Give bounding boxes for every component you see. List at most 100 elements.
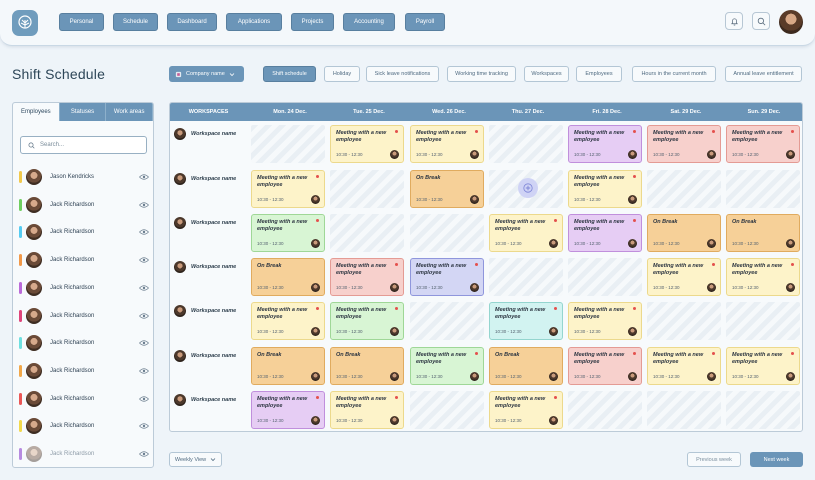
meeting-shift-card[interactable]: Meeting with a new employee 10:30 - 12:30 — [489, 214, 563, 252]
company-dropdown[interactable]: Company name — [169, 66, 244, 82]
eye-icon[interactable] — [139, 174, 149, 180]
nav-dashboard-button[interactable]: Dashboard — [167, 13, 217, 31]
break-shift-card[interactable]: On Break 10:30 - 12:30 — [251, 258, 325, 296]
tab-holiday[interactable]: Holiday — [324, 66, 360, 82]
eye-icon[interactable] — [139, 423, 149, 429]
employee-list-item[interactable]: Jack Richardson — [19, 222, 149, 242]
panel-tab-statuses[interactable]: Statuses — [60, 103, 107, 121]
next-week-button[interactable]: Next week — [750, 452, 803, 467]
meeting-shift-card[interactable]: Meeting with a new employee 10:30 - 12:30 — [251, 302, 325, 340]
meeting-shift-card[interactable]: Meeting with a new employee 10:30 - 12:30 — [726, 258, 800, 296]
meeting-shift-card[interactable]: Meeting with a new employee 10:30 - 12:30 — [251, 391, 325, 429]
break-shift-card[interactable]: On Break 10:30 - 12:30 — [330, 347, 404, 385]
empty-shift-cell[interactable] — [410, 302, 484, 340]
meeting-shift-card[interactable]: Meeting with a new employee 10:30 - 12:30 — [647, 125, 721, 163]
empty-shift-cell[interactable] — [726, 391, 800, 429]
panel-tab-work-areas[interactable]: Work areas — [106, 103, 153, 121]
tab-working-time-tracking[interactable]: Working time tracking — [447, 66, 516, 82]
empty-shift-cell[interactable] — [568, 391, 642, 429]
empty-shift-cell[interactable] — [568, 258, 642, 296]
employee-list-item[interactable]: Jason Kendricks — [19, 167, 149, 187]
empty-shift-cell[interactable] — [330, 170, 404, 208]
empty-shift-cell[interactable] — [647, 170, 721, 208]
nav-payroll-button[interactable]: Payroll — [405, 13, 445, 31]
empty-shift-cell[interactable] — [726, 302, 800, 340]
meeting-shift-card[interactable]: Meeting with a new employee 10:30 - 12:30 — [330, 258, 404, 296]
previous-week-button[interactable]: Previous week — [687, 452, 741, 467]
meeting-shift-card[interactable]: Meeting with a new employee 10:30 - 12:30 — [330, 391, 404, 429]
tab-sick-leave-notifications[interactable]: Sick leave notifications — [366, 66, 439, 82]
meeting-shift-card[interactable]: Meeting with a new employee 10:30 - 12:30 — [251, 214, 325, 252]
tab-annual-leave-entitlement[interactable]: Annual leave entitlement — [725, 66, 802, 82]
empty-shift-cell[interactable] — [647, 391, 721, 429]
search-button[interactable] — [752, 12, 770, 30]
employee-list-item[interactable]: Jack Richardson — [19, 306, 149, 326]
eye-icon[interactable] — [139, 285, 149, 291]
employee-search-input[interactable]: Search... — [20, 136, 147, 154]
eye-icon[interactable] — [139, 229, 149, 235]
eye-icon[interactable] — [139, 395, 149, 402]
shift-title: Meeting with a new employee — [336, 307, 387, 320]
empty-shift-cell[interactable] — [726, 170, 800, 208]
employee-list-item[interactable]: Jack Richardson — [19, 416, 149, 436]
meeting-shift-card[interactable]: Meeting with a new employee 10:30 - 12:30 — [568, 302, 642, 340]
eye-icon[interactable] — [139, 312, 149, 319]
tab-employees[interactable]: Employees — [576, 66, 622, 82]
employee-list-item[interactable]: Jack Richardson — [19, 361, 149, 381]
empty-shift-cell[interactable] — [489, 125, 563, 163]
meeting-shift-card[interactable]: Meeting with a new employee 10:30 - 12:30 — [410, 347, 484, 385]
employee-list-item[interactable]: Jack Richardson — [19, 250, 149, 270]
nav-schedule-button[interactable]: Schedule — [113, 13, 158, 31]
weekly-view-dropdown[interactable]: Weekly View — [169, 452, 222, 467]
workspaces-column-header: WORKSPACES — [188, 109, 229, 115]
meeting-shift-card[interactable]: Meeting with a new employee 10:30 - 12:30 — [410, 125, 484, 163]
meeting-shift-card[interactable]: Meeting with a new employee 10:30 - 12:30 — [330, 302, 404, 340]
app-logo[interactable] — [12, 10, 38, 36]
meeting-shift-card[interactable]: Meeting with a new employee 10:30 - 12:30 — [647, 347, 721, 385]
break-shift-card[interactable]: On Break 10:30 - 12:30 — [251, 347, 325, 385]
meeting-shift-card[interactable]: Meeting with a new employee 10:30 - 12:30 — [489, 302, 563, 340]
empty-shift-cell[interactable] — [489, 258, 563, 296]
break-shift-card[interactable]: On Break 10:30 - 12:30 — [647, 214, 721, 252]
notifications-button[interactable] — [725, 12, 743, 30]
tab-workspaces[interactable]: Workspaces — [524, 66, 569, 82]
break-shift-card[interactable]: On Break 10:30 - 12:30 — [410, 170, 484, 208]
employee-list-item[interactable]: Jack Richardson — [19, 333, 149, 353]
employee-list-item[interactable]: Jack Richardson — [19, 195, 149, 215]
meeting-shift-card[interactable]: Meeting with a new employee 10:30 - 12:30 — [726, 125, 800, 163]
break-shift-card[interactable]: On Break 10:30 - 12:30 — [726, 214, 800, 252]
eye-icon[interactable] — [139, 451, 149, 457]
meeting-shift-card[interactable]: Meeting with a new employee 10:30 - 12:30 — [568, 214, 642, 252]
meeting-shift-card[interactable]: Meeting with a new employee 10:30 - 12:30 — [647, 258, 721, 296]
meeting-shift-card[interactable]: Meeting with a new employee 10:30 - 12:30 — [568, 347, 642, 385]
eye-icon[interactable] — [139, 340, 149, 346]
nav-personal-button[interactable]: Personal — [59, 13, 104, 31]
nav-applications-button[interactable]: Applications — [226, 13, 282, 31]
empty-shift-cell[interactable] — [647, 302, 721, 340]
employee-list-item[interactable]: Jack Richardson — [19, 278, 149, 298]
user-avatar[interactable] — [779, 10, 803, 34]
tab-shift-schedule[interactable]: Shift schedule — [263, 66, 316, 82]
eye-icon[interactable] — [139, 257, 149, 263]
meeting-shift-card[interactable]: Meeting with a new employee 10:30 - 12:30 — [489, 391, 563, 429]
nav-accounting-button[interactable]: Accounting — [343, 13, 395, 31]
empty-shift-cell[interactable] — [410, 391, 484, 429]
empty-shift-cell[interactable] — [330, 214, 404, 252]
meeting-shift-card[interactable]: Meeting with a new employee 10:30 - 12:30 — [568, 125, 642, 163]
eye-icon[interactable] — [139, 202, 149, 208]
panel-tab-employees[interactable]: Employees — [13, 103, 60, 121]
meeting-shift-card[interactable]: Meeting with a new employee 10:30 - 12:30 — [251, 170, 325, 208]
nav-projects-button[interactable]: Projects — [291, 13, 334, 31]
meeting-shift-card[interactable]: Meeting with a new employee 10:30 - 12:30 — [568, 170, 642, 208]
employee-list-item[interactable]: Jack Richardson — [19, 444, 149, 464]
add-shift-button[interactable] — [518, 178, 538, 198]
break-shift-card[interactable]: On Break 10:30 - 12:30 — [489, 347, 563, 385]
meeting-shift-card[interactable]: Meeting with a new employee 10:30 - 12:30 — [410, 258, 484, 296]
employee-list-item[interactable]: Jack Richardson — [19, 389, 149, 409]
eye-icon[interactable] — [139, 368, 149, 374]
empty-shift-cell[interactable] — [251, 125, 325, 163]
empty-shift-cell[interactable] — [410, 214, 484, 252]
meeting-shift-card[interactable]: Meeting with a new employee 10:30 - 12:30 — [330, 125, 404, 163]
tab-hours-in-the-current-month[interactable]: Hours in the current month — [632, 66, 716, 82]
meeting-shift-card[interactable]: Meeting with a new employee 10:30 - 12:30 — [726, 347, 800, 385]
